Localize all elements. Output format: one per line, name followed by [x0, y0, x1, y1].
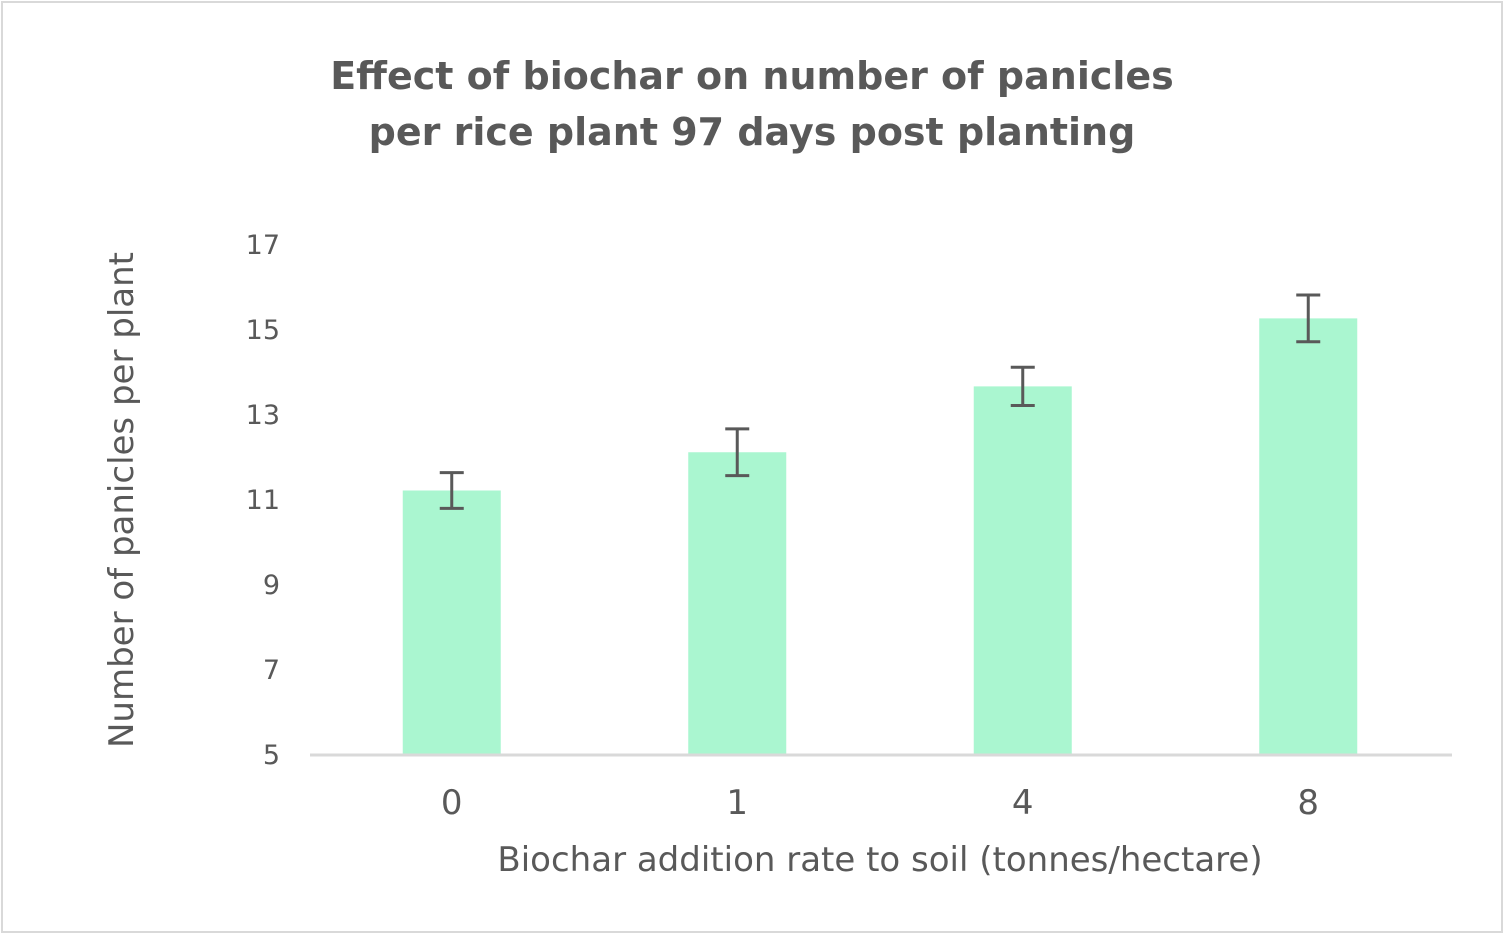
y-tick-label: 9: [263, 570, 280, 601]
chart-title-line-2: per rice plant 97 days post planting: [368, 110, 1136, 154]
y-tick-label: 13: [246, 400, 280, 431]
bar: [973, 386, 1072, 754]
y-tick-label: 11: [246, 485, 280, 516]
bar: [1259, 318, 1358, 754]
y-axis-label: Number of panicles per plant: [102, 252, 142, 748]
y-tick-label: 5: [263, 740, 280, 771]
bar: [688, 452, 787, 754]
chart-title-line-1: Effect of biochar on number of panicles: [330, 54, 1174, 98]
y-tick-label: 17: [246, 230, 280, 261]
x-tick-label: 1: [726, 783, 748, 823]
y-tick-label: 7: [263, 655, 280, 686]
x-tick-label: 8: [1297, 783, 1319, 823]
x-tick-label: 4: [1012, 783, 1034, 823]
x-axis-label: Biochar addition rate to soil (tonnes/he…: [497, 840, 1263, 880]
bar: [402, 490, 501, 754]
y-tick-label: 15: [246, 315, 280, 346]
x-tick-label: 0: [441, 783, 463, 823]
chart-title: Effect of biochar on number of panicles …: [0, 48, 1504, 160]
